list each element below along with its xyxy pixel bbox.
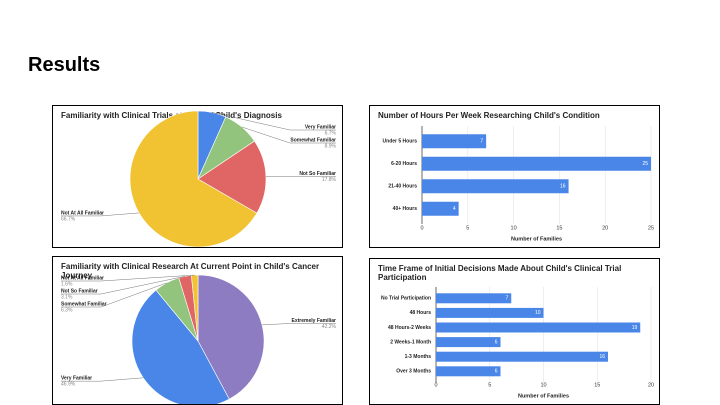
slice-label: Extremely Familiar [292,318,337,324]
bar-value-label: 16 [599,354,605,360]
x-tick-label: 20 [648,382,654,388]
x-tick-label: 10 [540,382,546,388]
x-tick-label: 0 [434,382,437,388]
y-tick-label: Under 5 Hours [383,139,418,145]
bar [436,322,641,333]
chart-panel: Number of Hours Per Week Researching Chi… [369,105,660,248]
x-tick-label: 15 [556,225,562,231]
slice-label: Very Familiar [305,124,336,130]
slice-label: Not So Familiar [61,288,98,294]
slice-value: 66.7% [61,216,76,222]
slice-value: 6.3% [61,307,73,313]
x-tick-label: 10 [511,225,517,231]
chart: 0 5 10 15 20 7 No Trial Participation 10 48 Hour… [381,287,654,399]
slice-value: 42.2% [322,324,337,330]
bar [422,134,487,149]
slice-value: 1.6% [61,281,73,287]
bar [436,351,608,362]
slice-label: Not At All Familiar [61,275,104,281]
bar-value-label: 25 [642,161,648,167]
y-tick-label: Over 3 Months [396,369,431,375]
slice-value: 8.9% [325,143,337,149]
bar-value-label: 19 [632,325,638,331]
chart-panel: Familiarity with Clinical Trials at Time… [52,105,343,248]
slice-value: 6.7% [325,130,337,136]
x-tick-label: 0 [420,225,423,231]
bar [436,366,501,377]
x-tick-label: 20 [602,225,608,231]
slice-label: Not At All Familiar [61,210,104,216]
bar [422,201,459,216]
leader-line [61,212,140,217]
bar-value-label: 6 [495,369,498,375]
bar [436,307,544,318]
slice-value: 46.9% [61,381,76,387]
bar [422,156,651,171]
bar-value-label: 7 [480,139,483,145]
slice-label: Very Familiar [61,375,92,381]
chart-title: Time Frame of Initial Decisions Made Abo… [378,264,622,282]
chart-panel: Familiarity with Clinical Research At Cu… [52,256,343,405]
bar [422,179,569,194]
bar-value-label: 4 [453,206,456,212]
slice-label: Somewhat Familiar [61,301,107,307]
chart: 0 5 10 15 20 25 7 Under 5 Hours 25 6-20 Hours 16 21… [383,126,654,242]
leader-line [61,274,195,282]
bar [436,337,501,348]
leader-line [61,377,144,382]
x-tick-label: 5 [488,382,491,388]
y-tick-label: 21-40 Hours [388,184,417,190]
bar-value-label: 10 [535,310,541,316]
chart-title: Number of Hours Per Week Researching Chi… [378,111,600,120]
bar-value-label: 7 [505,296,508,302]
leader-line [61,276,186,295]
chart-title: Familiarity with Clinical Research At Cu… [61,262,320,280]
x-tick-label: 5 [466,225,469,231]
y-tick-label: 48 Hours-2 Weeks [388,325,431,331]
leader-line [261,323,336,326]
leader-line [241,126,336,144]
y-tick-label: No Trial Participation [381,296,431,302]
slice-label: Somewhat Familiar [290,137,336,143]
chart-title: Familiarity with Clinical Trials at Time… [61,111,282,120]
bar-value-label: 16 [560,184,566,190]
leader-line [212,112,336,131]
x-tick-label: 15 [594,382,600,388]
y-tick-label: 48 Hours [410,310,432,316]
x-axis-label: Number of Families [518,393,569,399]
x-tick-label: 25 [648,225,654,231]
slice-value: 17.8% [322,177,337,183]
x-axis-label: Number of Families [511,236,562,242]
y-tick-label: 6-20 Hours [391,161,417,167]
bar [436,293,512,304]
chart-panel: Time Frame of Initial Decisions Made Abo… [369,258,660,405]
slice-value: 3.1% [61,294,73,300]
leader-line [61,282,167,308]
y-tick-label: 1-3 Months [405,354,432,360]
pie-slice [197,140,267,214]
slide-title: Results [28,54,101,76]
slice-label: Not So Familiar [299,171,336,177]
bar-value-label: 6 [495,339,498,345]
y-tick-label: 2 Weeks-1 Month [390,339,431,345]
y-tick-label: 40+ Hours [393,206,418,212]
pie-slice [131,289,230,404]
